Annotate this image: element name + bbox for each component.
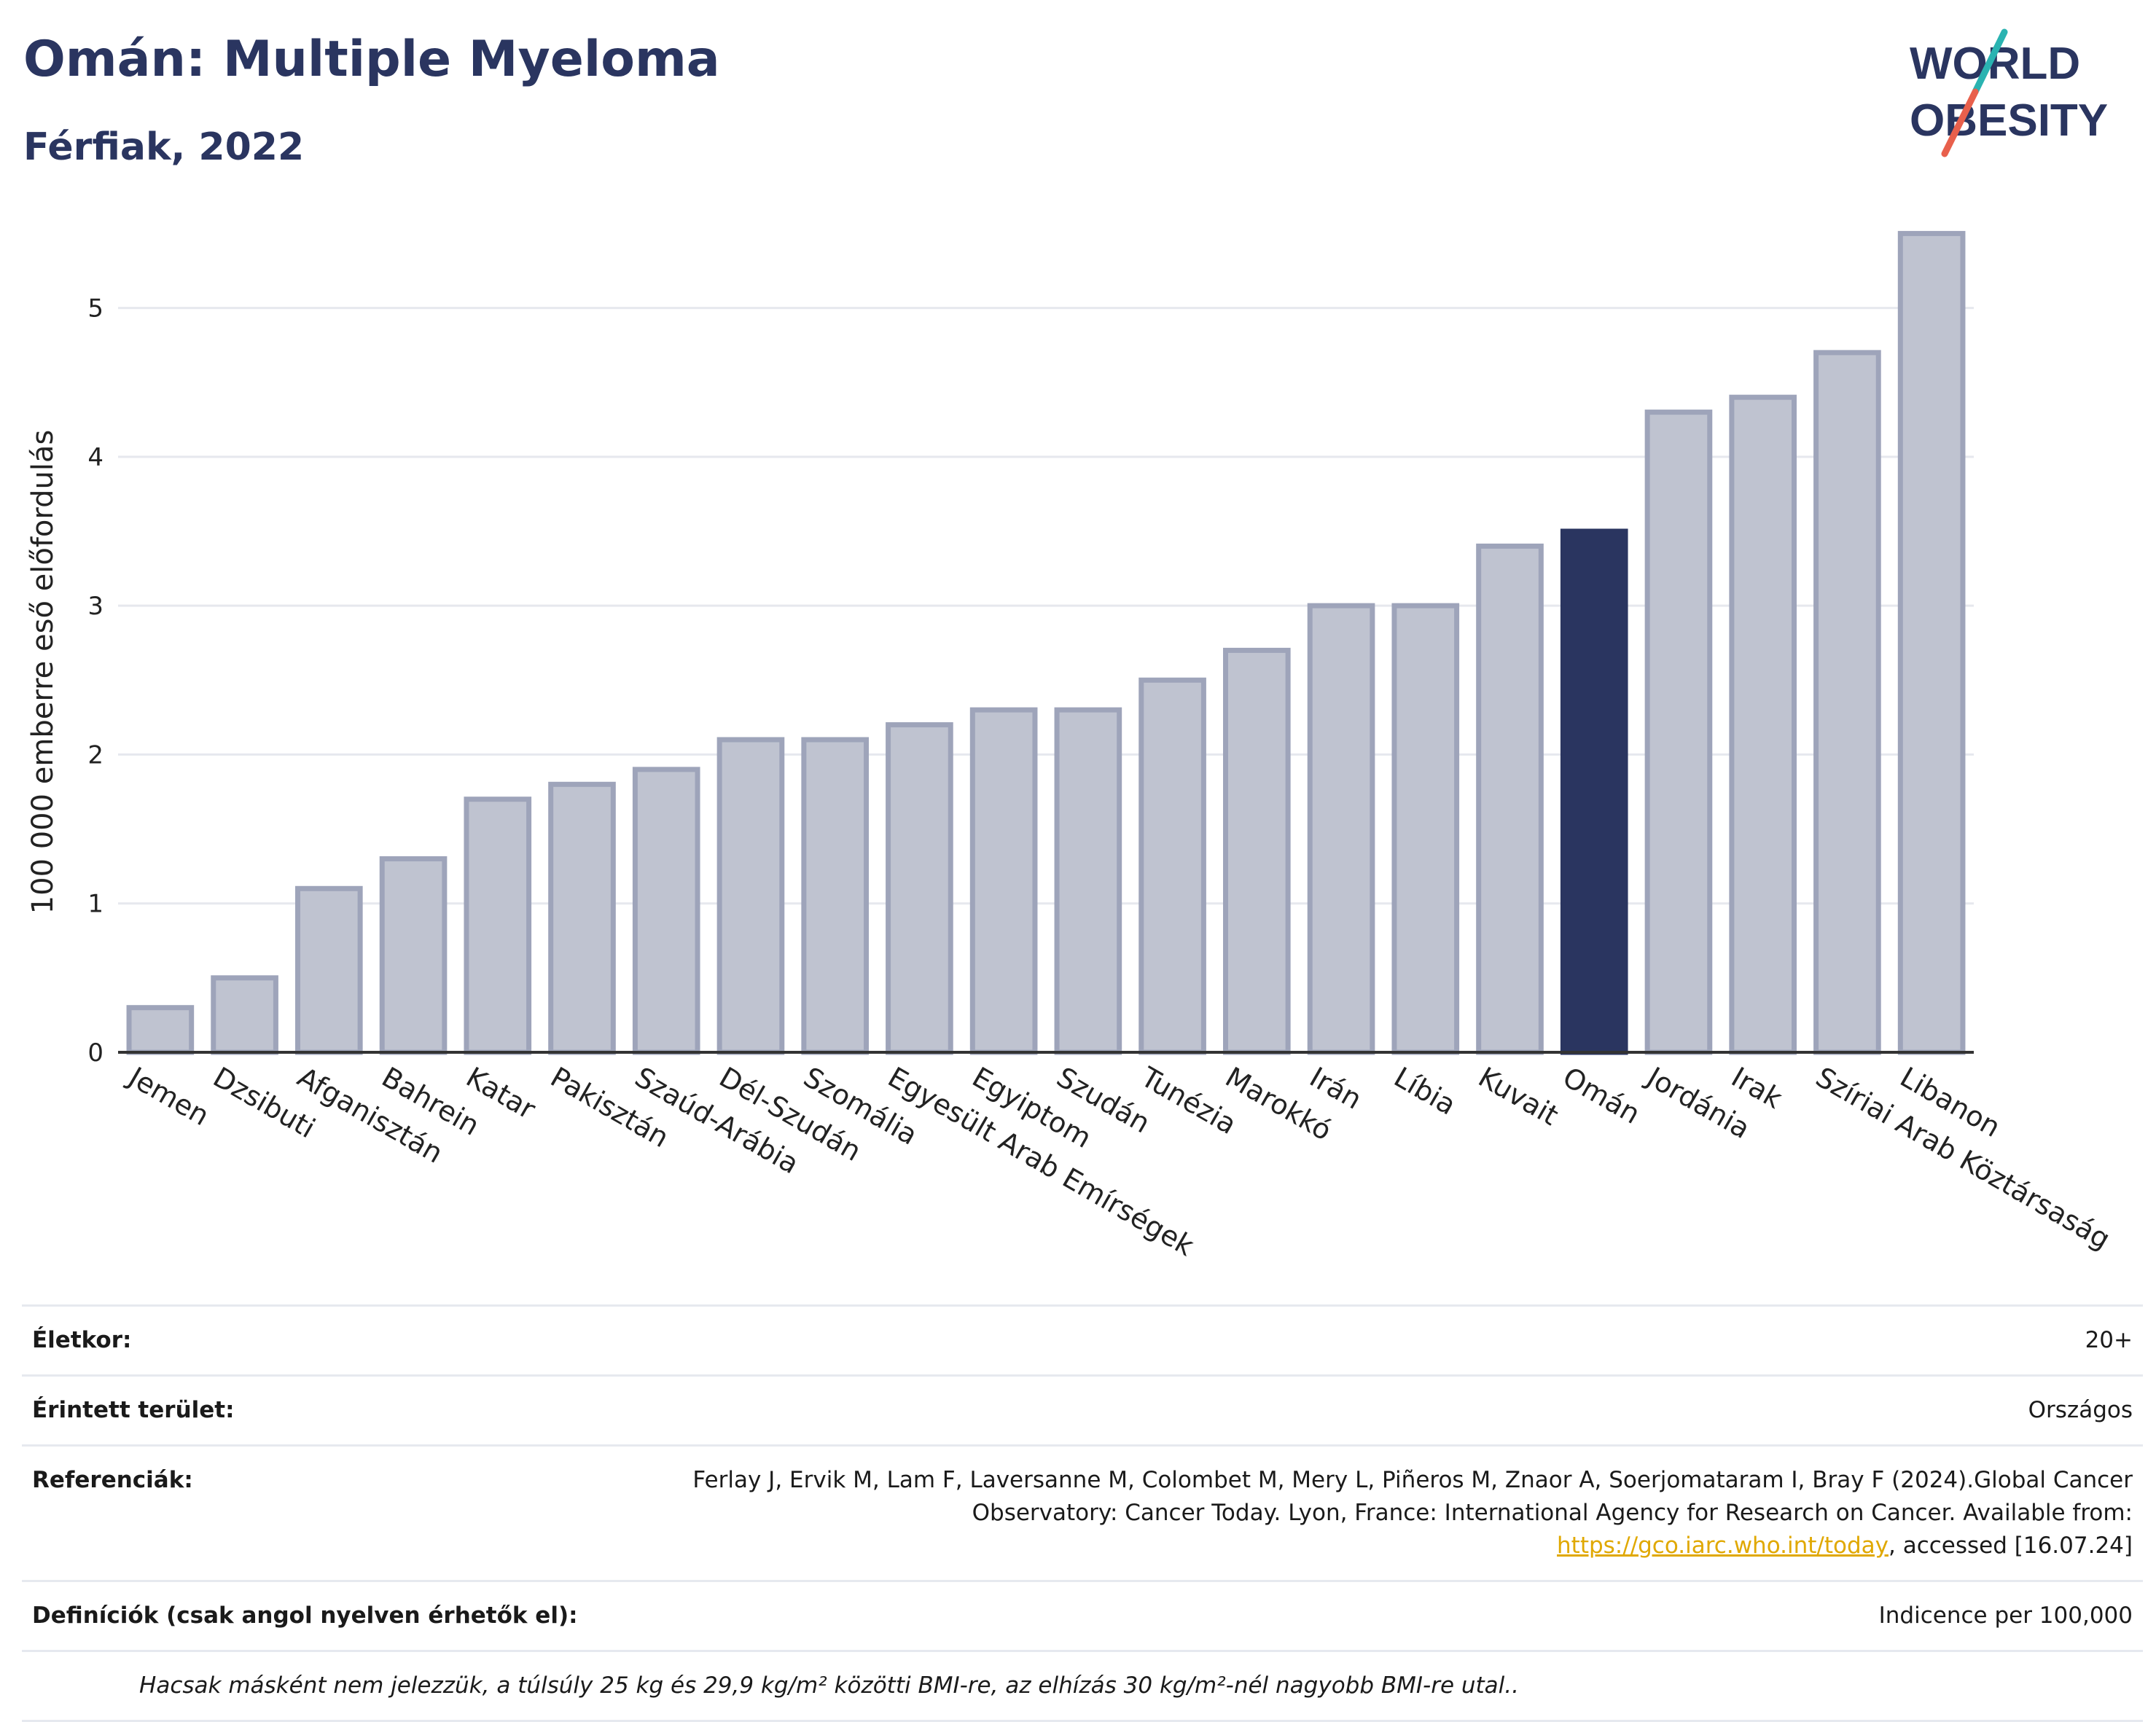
logo-line2: OBESITY [1910,95,2108,146]
bar [294,885,363,1055]
footnote: Hacsak másként nem jelezzük, a túlsúly 2… [139,1672,1519,1699]
bar [801,737,870,1055]
chart-title: Omán: Multiple Myeloma [23,31,720,88]
x-tick-label: Líbia [1388,1061,1461,1122]
bar-chart: 0 1 2 3 4 5 100 000 emberre eső előfordulás Jem… [26,230,2116,1262]
reference-link[interactable]: https://gco.iarc.who.int/today [1557,1532,1889,1559]
bar [1222,647,1291,1055]
bar [1897,230,1966,1055]
bar [126,1005,195,1055]
bar [632,767,700,1055]
meta-value-references: Ferlay J, Ervik M, Lam F, Laversanne M, … [646,1464,2133,1562]
bar [379,856,448,1055]
x-tick-label: Szíriai Arab Köztársaság [1811,1061,2116,1256]
bar [1138,677,1206,1055]
x-tick-label: Omán [1558,1061,1646,1130]
metadata-table: Életkor: 20+ Érintett terület: Országos … [22,1304,2143,1722]
meta-label-area: Érintett terület: [32,1396,235,1423]
y-tick-label: 0 [87,1038,103,1068]
meta-value-definitions: Indicence per 100,000 [1878,1602,2133,1629]
y-tick-label: 3 [87,592,103,621]
y-tick-label: 2 [87,740,103,770]
bar [1813,350,1881,1055]
meta-label-definitions: Definíciók (csak angol nyelven érhetők e… [32,1602,578,1629]
bar [886,722,953,1055]
logo-slash-bottom [1941,88,1979,157]
bar [1476,543,1544,1055]
meta-label-age: Életkor: [32,1327,132,1353]
meta-value-age: 20+ [2085,1327,2133,1353]
meta-row-age: Életkor: 20+ [22,1304,2143,1374]
y-axis-title: 100 000 emberre eső előfordulás [26,430,60,915]
meta-label-references: Referenciák: [32,1466,193,1493]
x-tick-label: Kuvait [1473,1061,1563,1132]
bar [1644,410,1713,1055]
reference-text: Ferlay J, Ervik M, Lam F, Laversanne M, … [692,1466,2133,1526]
bar [969,707,1038,1055]
x-tick-label: Jemen [122,1060,215,1132]
bar [1729,394,1797,1055]
bar [464,797,532,1055]
y-tick-label: 5 [87,294,103,324]
meta-value-area: Országos [2028,1396,2133,1423]
reference-accessed: , accessed [16.07.24] [1888,1532,2133,1559]
bar [716,737,785,1055]
bar-highlight [1560,528,1628,1055]
bar [548,781,616,1055]
chart-subtitle: Férfiak, 2022 [23,125,305,169]
bar [211,975,278,1055]
meta-row-area: Érintett terület: Országos [22,1374,2143,1444]
world-obesity-logo: WORLD OBESITY [1902,26,2143,157]
bar [1054,707,1122,1055]
bar [1307,603,1375,1055]
meta-row-references: Referenciák: Ferlay J, Ervik M, Lam F, L… [22,1444,2143,1580]
logo-slash-top [1972,28,2008,95]
meta-row-definitions: Definíciók (csak angol nyelven érhetők e… [22,1579,2143,1650]
y-tick-label: 4 [87,443,103,472]
bar [1391,603,1460,1055]
x-tick-label: Tunézia [1135,1060,1242,1140]
meta-row-footnote: Hacsak másként nem jelezzük, a túlsúly 2… [22,1649,2143,1722]
y-tick-label: 1 [87,890,103,919]
logo-graphic: WORLD OBESITY [1910,28,2108,157]
